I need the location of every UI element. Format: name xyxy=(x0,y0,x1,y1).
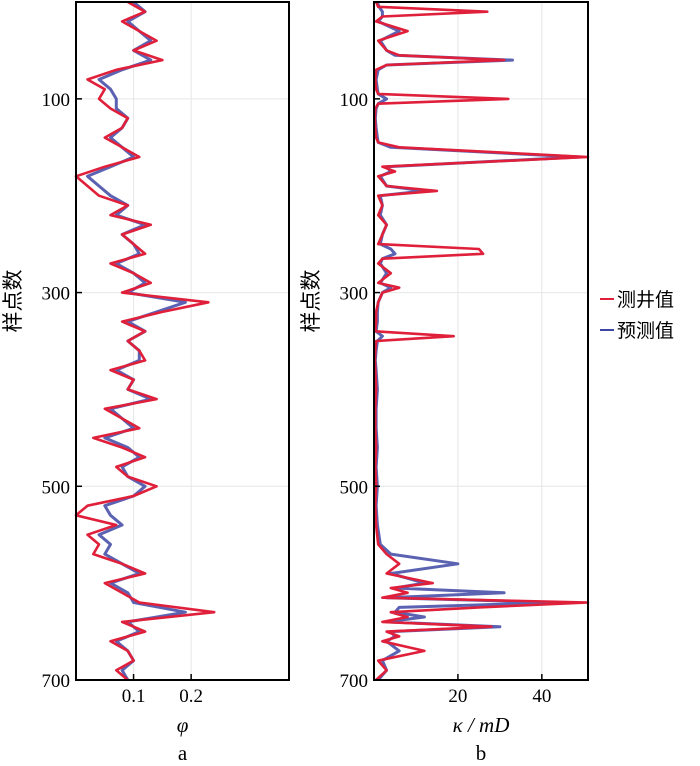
plot-frame xyxy=(373,1,589,681)
x-axis-title: φ xyxy=(177,713,189,737)
y-tick-label: 300 xyxy=(340,284,369,305)
y-tick-label: 100 xyxy=(42,90,71,111)
series-line-measured xyxy=(373,1,590,681)
panel-b: 100 300 500 700 20 40 κ / mD b 样点数 xyxy=(299,1,590,765)
y-tick-label: 700 xyxy=(42,671,71,692)
x-tick-label: 0.1 xyxy=(122,686,146,707)
panel-caption: a xyxy=(178,741,188,765)
y-tick-label: 500 xyxy=(340,477,369,498)
y-axis-title: 样点数 xyxy=(299,270,323,333)
legend-label: 预测值 xyxy=(617,320,674,342)
panel-a: 100 300 500 700 0.1 0.2 φa 样点数 xyxy=(1,0,290,765)
x-tick-label: 40 xyxy=(532,686,551,707)
y-tick-label: 300 xyxy=(42,284,71,305)
plot-area xyxy=(374,2,588,680)
y-axis-title: 样点数 xyxy=(1,270,25,333)
x-tick-label: 0.2 xyxy=(179,686,203,707)
series-line-measured xyxy=(74,0,216,681)
x-axis-title: κ / mD xyxy=(453,713,510,737)
y-tick-label: 100 xyxy=(340,90,369,111)
legend-label: 测井值 xyxy=(617,289,674,311)
plot-area xyxy=(76,2,289,680)
plot-frame xyxy=(75,1,290,681)
x-tick-label: 20 xyxy=(448,686,467,707)
y-tick-label: 500 xyxy=(42,477,71,498)
panel-caption: b xyxy=(476,741,487,765)
y-tick-label: 700 xyxy=(340,671,369,692)
